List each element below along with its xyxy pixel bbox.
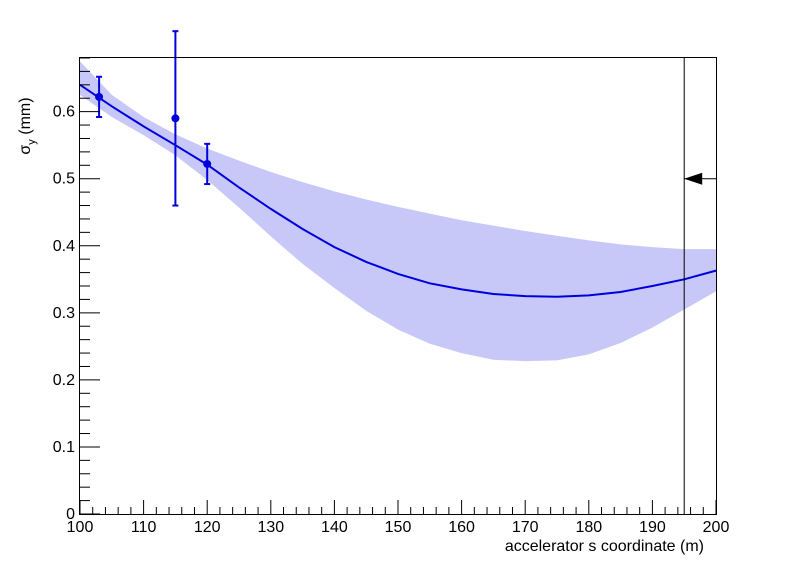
x-axis-label: accelerator s coordinate (m) xyxy=(505,538,704,555)
x-tick-label: 200 xyxy=(703,519,730,536)
x-tick-label: 130 xyxy=(257,519,284,536)
x-tick-label: 100 xyxy=(67,519,94,536)
plot-area xyxy=(79,30,717,514)
plot-frame xyxy=(79,57,717,515)
y-tick-label: 0.2 xyxy=(53,372,75,389)
x-tick-label: 110 xyxy=(131,519,157,536)
data-marker xyxy=(203,159,212,168)
data-point-1 xyxy=(95,75,104,119)
fit-curve xyxy=(79,83,717,298)
y-tick-label: 0.4 xyxy=(53,238,75,255)
x-tick-label: 170 xyxy=(512,519,539,536)
x-tick-label: 180 xyxy=(575,519,602,536)
y-tick-label: 0 xyxy=(66,506,75,523)
y-axis-label: σy (mm) xyxy=(17,97,38,154)
y-tick-label: 0.6 xyxy=(53,104,75,121)
y-tick-label: 0.5 xyxy=(53,171,75,188)
confidence-band xyxy=(80,61,716,362)
axes: 100 110 120 130 140 150 160 170 180 190 200 0 0.1 0.2… xyxy=(53,57,730,536)
data-point-3 xyxy=(203,142,212,186)
data-marker xyxy=(95,92,104,101)
data-marker xyxy=(171,114,180,123)
x-tick-label: 160 xyxy=(448,519,475,536)
y-axis-label-symbol: σ xyxy=(17,145,34,155)
marker-arrow-head xyxy=(684,172,703,185)
y-axis-label-subscript: y xyxy=(26,139,38,145)
data-point-2 xyxy=(171,30,180,207)
x-tick-label: 190 xyxy=(639,519,666,536)
y-tick-label: 0.1 xyxy=(53,439,75,456)
x-tick-label: 140 xyxy=(321,519,348,536)
y-axis-label-units: (mm) xyxy=(17,97,34,134)
x-tick-label: 150 xyxy=(385,519,412,536)
x-tick-label: 120 xyxy=(194,519,221,536)
y-tick-label: 0.3 xyxy=(53,305,75,322)
svg-text:σy (mm): σy (mm) xyxy=(17,97,38,154)
